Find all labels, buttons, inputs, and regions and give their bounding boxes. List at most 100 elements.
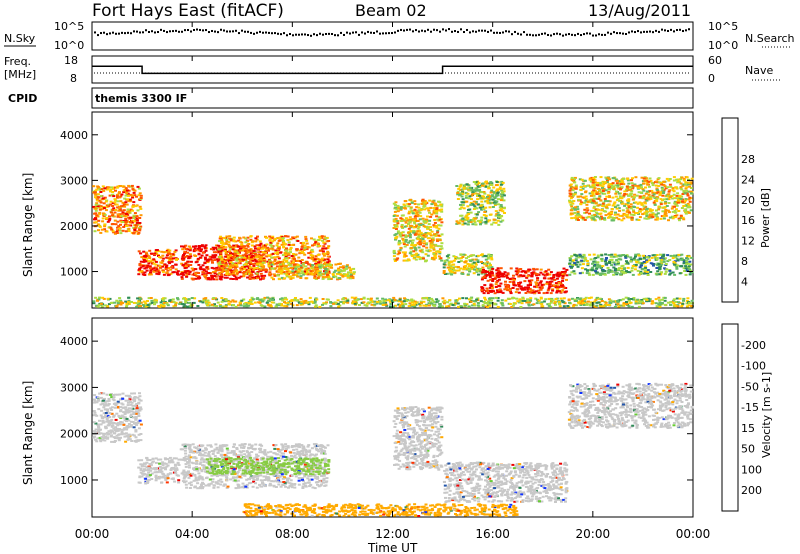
range-cell <box>324 268 328 271</box>
range-cell <box>645 179 649 182</box>
range-cell <box>629 188 633 191</box>
range-cell <box>124 187 128 190</box>
range-cell <box>651 212 655 215</box>
range-cell <box>575 218 578 221</box>
range-cell <box>462 268 466 271</box>
range-cell <box>133 212 137 215</box>
range-cell <box>202 297 206 300</box>
range-cell <box>688 206 692 209</box>
range-cell <box>483 197 487 200</box>
range-cell <box>524 286 527 289</box>
range-cell <box>127 299 131 302</box>
range-cell <box>492 218 496 221</box>
range-cell <box>580 193 584 196</box>
range-cell <box>680 253 684 256</box>
range-cell <box>578 272 582 275</box>
range-cell <box>481 262 484 265</box>
range-cell <box>445 272 449 275</box>
range-cell <box>436 218 440 221</box>
range-cell <box>526 275 530 278</box>
range-cell <box>661 210 665 213</box>
nsky-point <box>220 28 222 31</box>
range-cell <box>596 263 600 266</box>
range-cell <box>454 301 458 304</box>
range-cell <box>422 240 426 243</box>
range-cell <box>476 259 480 262</box>
range-cell <box>323 252 327 255</box>
range-cell <box>472 300 476 303</box>
range-cell <box>618 214 622 217</box>
range-cell <box>461 220 465 223</box>
range-cell <box>269 241 273 244</box>
range-cell <box>277 269 281 272</box>
range-cell <box>449 260 453 263</box>
range-cell <box>577 214 581 217</box>
range-cell <box>679 178 683 181</box>
range-cell <box>573 211 577 214</box>
range-cell <box>400 214 404 217</box>
range-cell <box>222 265 226 268</box>
range-cell <box>128 209 132 212</box>
range-cell <box>158 266 162 269</box>
range-cell <box>113 219 117 222</box>
range-cell <box>168 252 172 255</box>
range-cell <box>675 194 679 197</box>
range-cell <box>475 188 479 191</box>
range-cell <box>629 213 633 216</box>
range-cell <box>626 266 630 269</box>
range-cell <box>194 272 198 275</box>
range-cell <box>480 254 483 257</box>
range-cell <box>580 267 584 270</box>
range-cell <box>489 268 493 270</box>
range-cell <box>664 187 668 190</box>
range-cell <box>313 267 317 270</box>
range-cell <box>229 238 233 241</box>
range-cell <box>449 269 453 272</box>
range-cell <box>127 224 131 227</box>
range-cell <box>665 205 669 207</box>
range-cell <box>289 247 293 249</box>
range-cell <box>499 220 503 223</box>
range-cell <box>277 257 281 260</box>
range-cell <box>601 217 604 220</box>
range-cell <box>449 265 453 268</box>
range-cell <box>669 272 673 275</box>
range-cell <box>105 230 109 233</box>
range-cell <box>144 260 148 263</box>
nsky-point <box>229 30 231 33</box>
range-cell <box>635 194 639 197</box>
freq-label: Freq. <box>4 55 31 68</box>
range-cell <box>466 217 470 220</box>
range-cell <box>407 305 411 308</box>
range-cell <box>574 184 578 187</box>
range-cell <box>446 266 450 269</box>
range-cell <box>248 275 252 278</box>
range-cell <box>636 258 640 261</box>
range-cell <box>630 182 634 185</box>
range-cell <box>260 275 264 277</box>
range-cell <box>589 216 593 219</box>
nsky-point <box>442 28 444 31</box>
range-cell <box>578 263 582 266</box>
range-cell <box>487 182 491 185</box>
range-cell <box>293 270 297 273</box>
range-cell <box>496 297 500 299</box>
range-cell <box>286 235 290 238</box>
range-cell <box>474 258 478 261</box>
range-cell <box>477 203 481 206</box>
range-cell <box>684 267 688 270</box>
range-cell <box>679 214 683 217</box>
range-cell <box>202 269 206 271</box>
range-cell <box>494 184 498 187</box>
range-cell <box>621 209 625 212</box>
range-cell <box>594 257 598 259</box>
range-cell <box>394 206 398 209</box>
range-cell <box>334 275 338 278</box>
range-cell <box>545 282 549 285</box>
range-cell <box>570 265 574 268</box>
range-cell <box>130 220 134 222</box>
range-cell <box>603 192 607 195</box>
range-cell <box>650 214 654 216</box>
range-cell <box>624 213 627 216</box>
range-cell <box>580 201 584 204</box>
